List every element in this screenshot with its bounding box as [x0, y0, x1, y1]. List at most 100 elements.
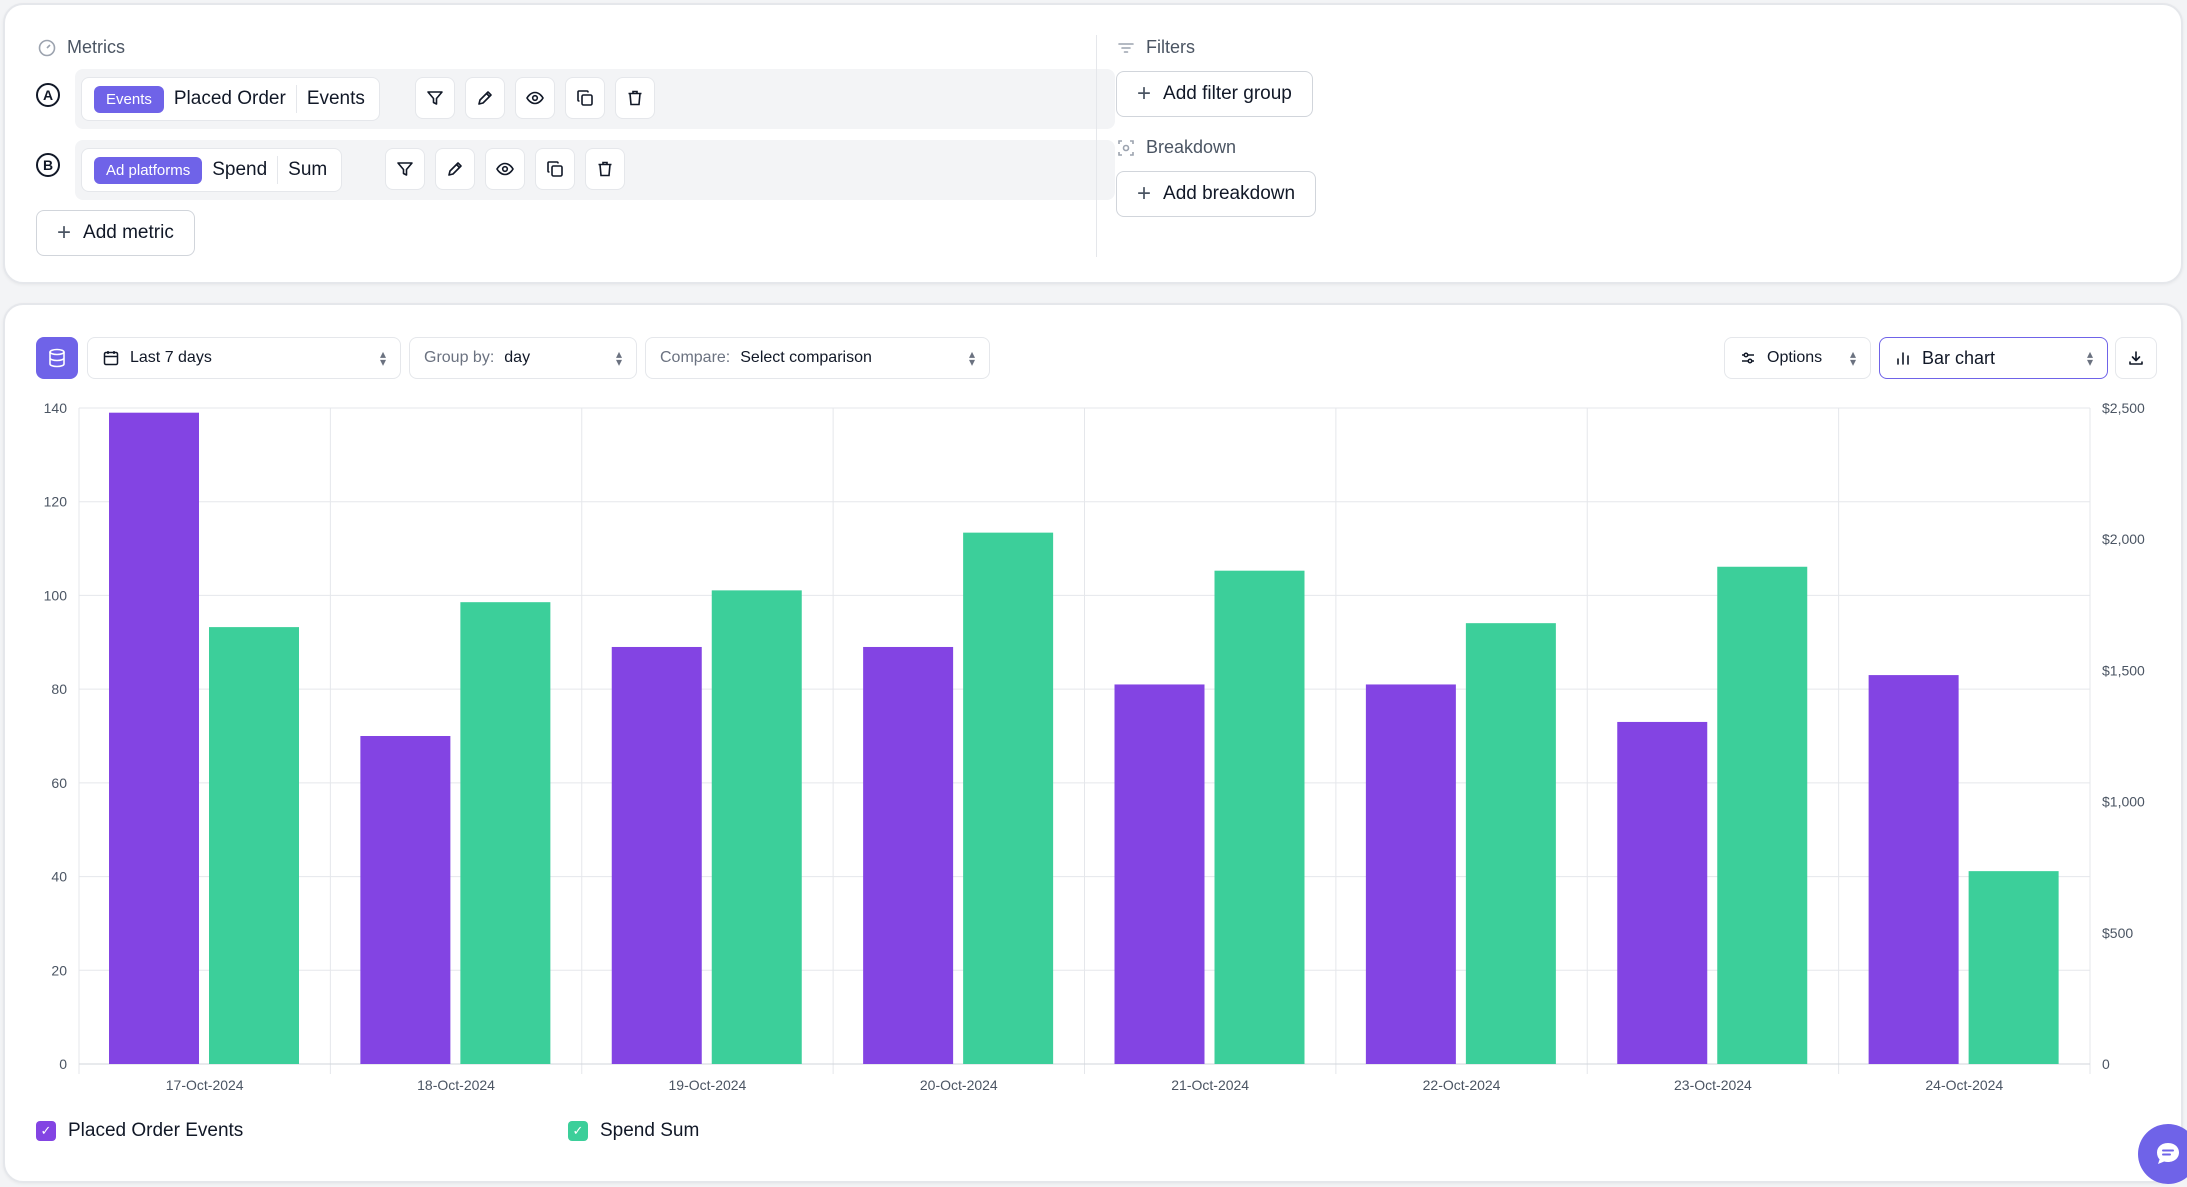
add-filter-group-label: Add filter group [1163, 83, 1292, 104]
bar-placed-order-events [1365, 684, 1456, 1064]
left-axis-tick-label: 60 [51, 775, 67, 791]
date-range-select[interactable]: Last 7 days ▴ ▾ [87, 337, 401, 379]
bar-spend-sum [963, 532, 1054, 1064]
date-range-value: Last 7 days [130, 349, 212, 366]
breakdown-header: Breakdown [1116, 137, 1236, 158]
plus-icon: + [57, 219, 72, 246]
filter-button[interactable] [385, 148, 425, 190]
separator [277, 156, 279, 184]
delete-button[interactable] [585, 148, 625, 190]
duplicate-button[interactable] [535, 148, 575, 190]
metric-selector-b[interactable]: Ad platforms Spend Sum [81, 148, 343, 192]
compare-label: Compare: [660, 349, 731, 366]
duplicate-button[interactable] [565, 77, 605, 119]
bar-spend-sum [1968, 871, 2059, 1064]
metric-aggregation: Events [306, 88, 365, 109]
metric-source-tag: Events [94, 85, 164, 113]
right-axis-tick-label: $2,000 [2102, 531, 2145, 547]
chevron-updown-icon: ▴ ▾ [1849, 346, 1856, 369]
compare-value: Select comparison [740, 349, 872, 366]
eye-icon [496, 162, 514, 176]
x-axis-tick-label: 19-Oct-2024 [669, 1077, 747, 1093]
visibility-button[interactable] [515, 77, 555, 119]
bar-spend-sum [1465, 623, 1556, 1064]
metric-letter-a: A [36, 83, 60, 107]
bar-chart-icon [1897, 352, 1909, 365]
bar-placed-order-events [1868, 675, 1959, 1064]
bar-placed-order-events [1114, 684, 1205, 1064]
add-filter-group-button[interactable]: + Add filter group [1116, 71, 1313, 117]
metrics-title: Metrics [67, 37, 125, 57]
chevron-updown-icon: ▴ ▾ [615, 346, 622, 369]
sliders-icon [1742, 352, 1754, 364]
chevron-updown-icon: ▴ ▾ [968, 346, 975, 369]
x-axis-tick-label: 24-Oct-2024 [1925, 1077, 2003, 1093]
x-axis-tick-label: 20-Oct-2024 [920, 1077, 998, 1093]
trash-icon [628, 90, 642, 106]
bar-spend-sum [460, 602, 551, 1064]
bar-placed-order-events [863, 646, 954, 1064]
legend-label: Placed Order Events [68, 1120, 244, 1141]
right-axis-tick-label: $1,500 [2102, 662, 2145, 678]
bar-placed-order-events [109, 412, 199, 1064]
edit-button[interactable] [465, 77, 505, 119]
chart-panel: Last 7 days ▴ ▾ Group by: day ▴ ▾ Compare:… [3, 303, 2183, 1183]
checkbox-icon: ✓ [568, 1121, 588, 1141]
delete-button[interactable] [615, 77, 655, 119]
gauge-icon [38, 39, 56, 56]
left-axis-tick-label: 80 [51, 681, 67, 697]
pencil-icon [478, 91, 492, 105]
right-axis-tick-label: 0 [2102, 1056, 2110, 1072]
visibility-button[interactable] [485, 148, 525, 190]
x-axis-tick-label: 17-Oct-2024 [166, 1077, 244, 1093]
legend-item-spend-sum[interactable]: ✓ Spend Sum [568, 1120, 699, 1142]
x-axis-tick-label: 23-Oct-2024 [1674, 1077, 1752, 1093]
compare-select[interactable]: Compare: Select comparison ▴ ▾ [645, 337, 990, 379]
metric-selector-a[interactable]: Events Placed Order Events [81, 77, 380, 121]
legend-item-placed-order-events[interactable]: ✓ Placed Order Events [36, 1120, 243, 1142]
breakdown-icon [1118, 139, 1134, 156]
chat-button[interactable] [2138, 1124, 2187, 1184]
bar-chart: 0 20 40 60 80 100 120 140 0 $500 $1,000 $1,500 $2,00… [44, 400, 2145, 1093]
data-source-button[interactable] [36, 337, 78, 379]
calendar-icon [103, 351, 119, 366]
bar-placed-order-events [611, 646, 702, 1064]
left-axis-tick-label: 20 [51, 962, 67, 978]
legend-label: Spend Sum [600, 1120, 700, 1141]
metric-letter-b: B [36, 153, 60, 177]
filter-button[interactable] [415, 77, 455, 119]
bar-spend-sum [209, 627, 299, 1064]
add-breakdown-label: Add breakdown [1163, 183, 1296, 204]
add-breakdown-button[interactable]: + Add breakdown [1116, 171, 1317, 217]
metric-row-b: Ad platforms Spend Sum [75, 140, 1115, 200]
add-metric-label: Add metric [83, 222, 174, 243]
filter-lines-icon [1118, 42, 1134, 53]
download-button[interactable] [2115, 337, 2157, 379]
panel-divider [1096, 35, 1097, 257]
bar-placed-order-events [1617, 721, 1708, 1064]
pencil-icon [448, 162, 462, 176]
left-axis-tick-label: 40 [51, 869, 67, 885]
group-by-select[interactable]: Group by: day ▴ ▾ [409, 337, 637, 379]
x-axis-tick-label: 21-Oct-2024 [1171, 1077, 1249, 1093]
left-axis-tick-label: 140 [44, 400, 68, 416]
options-button[interactable]: Options ▴ ▾ [1724, 337, 1871, 379]
trash-icon [598, 161, 612, 177]
metric-name: Placed Order [173, 88, 286, 109]
database-icon [49, 348, 65, 368]
chevron-updown-icon: ▴ ▾ [2086, 346, 2093, 369]
edit-button[interactable] [435, 148, 475, 190]
chart-type-select[interactable]: Bar chart ▴ ▾ [1879, 337, 2108, 379]
left-axis-tick-label: 0 [59, 1056, 67, 1072]
metric-name: Spend [212, 159, 268, 180]
left-axis-tick-label: 100 [44, 587, 68, 603]
x-axis-tick-label: 18-Oct-2024 [417, 1077, 495, 1093]
chevron-updown-icon: ▴ ▾ [379, 346, 386, 369]
left-axis-tick-label: 120 [44, 494, 68, 510]
separator [295, 85, 297, 113]
add-metric-button[interactable]: + Add metric [36, 210, 195, 256]
x-axis-tick-label: 22-Oct-2024 [1423, 1077, 1501, 1093]
right-axis-tick-label: $500 [2102, 925, 2133, 941]
chat-bubble-icon [2157, 1143, 2179, 1164]
checkbox-icon: ✓ [36, 1121, 56, 1141]
